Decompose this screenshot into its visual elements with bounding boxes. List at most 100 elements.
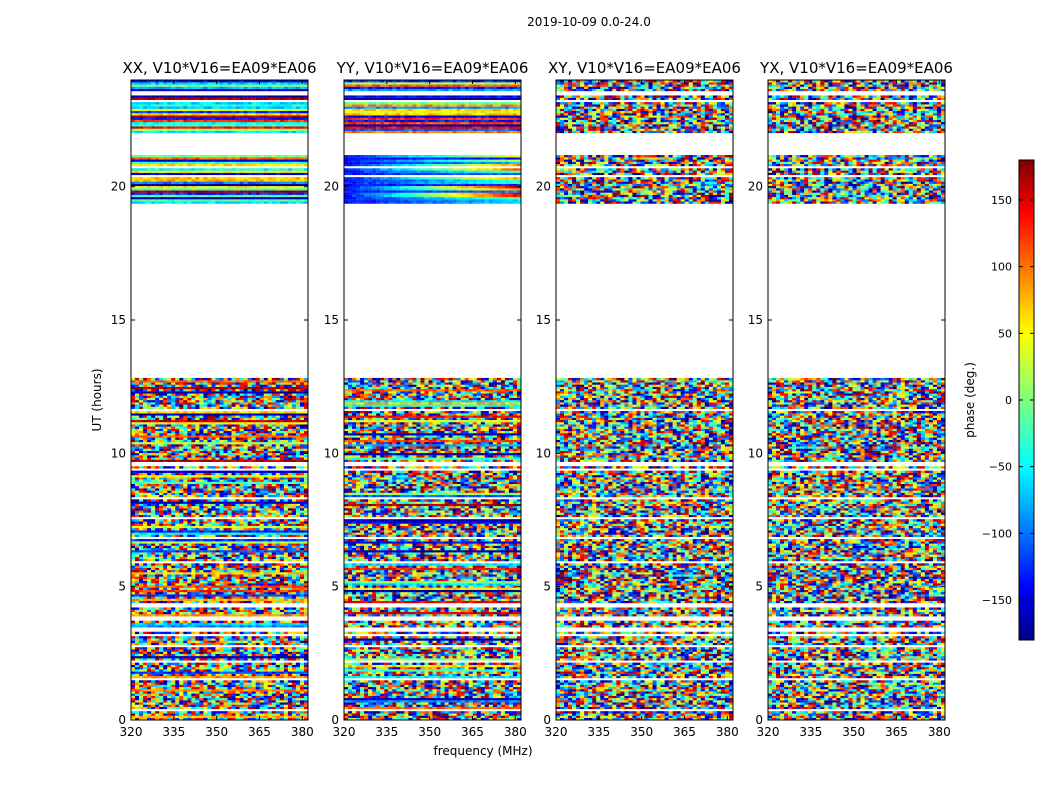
heatmap-cell	[187, 669, 192, 672]
heatmap-cell	[227, 673, 232, 677]
heatmap-cell	[275, 614, 280, 617]
heatmap-cell	[155, 528, 160, 531]
heatmap-cell	[203, 673, 208, 677]
heatmap-cell	[135, 450, 140, 454]
heatmap-cell	[267, 576, 272, 579]
heatmap-cell	[239, 622, 244, 626]
heatmap-cell	[135, 589, 140, 593]
heatmap-cell	[139, 620, 144, 624]
heatmap-cell	[187, 614, 192, 617]
heatmap-cell	[171, 547, 176, 551]
heatmap-cell	[279, 567, 285, 571]
heatmap-cell	[211, 711, 216, 714]
heatmap-cell	[191, 607, 196, 610]
heatmap-cell	[159, 514, 164, 518]
heatmap-cell	[227, 717, 232, 721]
heatmap-cell	[303, 700, 309, 703]
heatmap-cell	[171, 576, 176, 579]
heatmap-cell	[299, 435, 305, 438]
heatmap-cell	[207, 614, 212, 617]
heatmap-cell	[271, 631, 276, 635]
heatmap-cell	[287, 662, 293, 665]
heatmap-cell	[287, 691, 293, 694]
heatmap-cell	[167, 574, 172, 577]
heatmap-cell	[263, 609, 268, 613]
heatmap-cell	[251, 541, 256, 544]
heatmap-cell	[191, 428, 196, 432]
heatmap-cell	[175, 583, 180, 586]
heatmap-cell	[247, 448, 252, 451]
heatmap-cell	[215, 521, 220, 524]
heatmap-cell	[171, 494, 176, 498]
heatmap-cell	[195, 636, 200, 639]
heatmap-cell	[243, 499, 248, 502]
heatmap-cell	[143, 596, 148, 599]
heatmap-cell	[167, 439, 172, 443]
heatmap-cell	[155, 715, 160, 718]
heatmap-cell	[259, 614, 264, 617]
heatmap-cell	[199, 587, 204, 590]
heatmap-cell	[215, 472, 220, 476]
heatmap-cell	[135, 596, 140, 599]
heatmap-cell	[167, 592, 172, 595]
heatmap-cell	[263, 492, 268, 496]
heatmap-cell	[147, 592, 152, 595]
heatmap-cell	[271, 554, 276, 557]
heatmap-cell	[263, 452, 268, 456]
heatmap-cell	[191, 580, 196, 584]
heatmap-cell	[279, 664, 285, 668]
heatmap-cell	[143, 611, 148, 615]
heatmap-cell	[143, 675, 148, 679]
heatmap-cell	[175, 435, 180, 438]
heatmap-cell	[195, 622, 200, 626]
heatmap-cell	[267, 539, 272, 542]
heatmap-cell	[211, 479, 216, 482]
heatmap-cell	[263, 477, 268, 480]
heatmap-cell	[247, 475, 252, 478]
heatmap-cell	[199, 686, 204, 690]
heatmap-cell	[227, 477, 232, 480]
heatmap-cell	[171, 563, 176, 566]
heatmap-cell	[271, 684, 276, 688]
heatmap-cell	[131, 631, 136, 635]
heatmap-cell	[199, 653, 204, 657]
heatmap-cell	[243, 697, 248, 701]
heatmap-cell	[271, 492, 276, 496]
heatmap-cell	[183, 435, 188, 438]
heatmap-cell	[143, 640, 148, 643]
heatmap-cell	[155, 651, 160, 654]
heatmap-cell	[131, 607, 136, 610]
heatmap-cell	[235, 452, 240, 456]
heatmap-cell	[251, 530, 256, 533]
heatmap-cell	[207, 691, 212, 694]
heatmap-cell	[259, 669, 264, 672]
heatmap-cell	[223, 444, 228, 447]
heatmap-cell	[279, 717, 285, 721]
heatmap-cell	[263, 717, 268, 721]
heatmap-cell	[199, 475, 204, 478]
heatmap-cell	[295, 611, 301, 615]
heatmap-cell	[135, 481, 140, 485]
heatmap-cell	[203, 508, 208, 511]
heatmap-cell	[235, 598, 240, 601]
heatmap-cell	[251, 583, 256, 586]
heatmap-cell	[155, 508, 160, 511]
heatmap-cell	[199, 609, 204, 613]
heatmap-cell	[199, 499, 204, 502]
heatmap-cell	[223, 457, 228, 460]
heatmap-cell	[179, 640, 184, 643]
heatmap-cell	[131, 541, 136, 544]
heatmap-cell	[287, 547, 293, 551]
heatmap-cell	[303, 611, 309, 615]
heatmap-cell	[187, 585, 192, 588]
heatmap-cell	[143, 702, 148, 705]
heatmap-cell	[167, 519, 172, 522]
heatmap-cell	[275, 609, 280, 613]
heatmap-cell	[219, 658, 224, 661]
heatmap-cell	[171, 587, 176, 590]
heatmap-cell	[283, 700, 289, 703]
heatmap-cell	[255, 592, 260, 595]
heatmap-cell	[295, 541, 301, 544]
heatmap-cell	[231, 713, 236, 716]
heatmap-cell	[251, 576, 256, 579]
